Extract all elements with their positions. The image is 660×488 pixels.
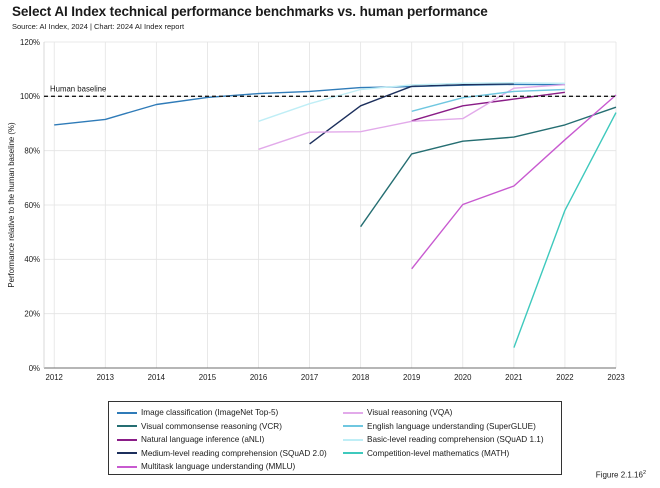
x-tick-label: 2013 [97, 373, 114, 382]
legend-item: Competition-level mathematics (MATH) [343, 447, 544, 461]
figure-label-sup: 2 [642, 470, 646, 477]
legend-swatch [117, 465, 137, 468]
series-line-6 [258, 84, 565, 150]
x-tick-label: 2017 [301, 373, 318, 382]
legend-swatch [343, 438, 363, 441]
y-tick-label: 0% [29, 364, 40, 373]
human-baseline-label: Human baseline [50, 84, 106, 93]
legend-swatch [117, 411, 137, 414]
legend-item: Basic-level reading comprehension (SQuAD… [343, 433, 544, 447]
legend-item: Multitask language understanding (MMLU) [117, 460, 327, 474]
y-tick-label: 40% [24, 255, 40, 264]
series-line-8 [258, 82, 565, 122]
chart-title: Select AI Index technical performance be… [12, 4, 488, 19]
legend-label: Basic-level reading comprehension (SQuAD… [367, 435, 544, 445]
legend-swatch [117, 425, 137, 428]
figure-label: Figure 2.1.162 [596, 470, 646, 480]
chart-source: Source: AI Index, 2024 | Chart: 2024 AI … [12, 22, 185, 31]
legend-item: Medium-level reading comprehension (SQuA… [117, 447, 327, 461]
x-tick-label: 2019 [403, 373, 420, 382]
legend-swatch [343, 411, 363, 414]
legend-swatch [117, 438, 137, 441]
figure-label-text: Figure 2.1.16 [595, 471, 643, 480]
legend-label: Competition-level mathematics (MATH) [367, 448, 510, 458]
series-line-4 [309, 83, 514, 145]
x-tick-label: 2023 [607, 373, 624, 382]
legend-label: Natural language inference (aNLI) [141, 435, 265, 445]
x-tick-label: 2020 [454, 373, 472, 382]
series-line-9 [513, 112, 617, 348]
series-layer [54, 82, 617, 348]
series-line-5 [411, 94, 617, 270]
legend-item: Visual reasoning (VQA) [343, 406, 544, 420]
legend-column-right: Visual reasoning (VQA) English language u… [343, 406, 544, 460]
legend-item: Visual commonsense reasoning (VCR) [117, 420, 327, 434]
legend-label: Visual reasoning (VQA) [367, 408, 453, 418]
axis-layer: 0% 20% 40% 60% 80% 100% 120% 2012 2013 2014 2015 20… [20, 38, 625, 382]
legend-item: Natural language inference (aNLI) [117, 433, 327, 447]
x-tick-label: 2012 [46, 373, 63, 382]
y-tick-label: 100% [20, 92, 40, 101]
legend-label: Visual commonsense reasoning (VCR) [141, 421, 282, 431]
series-line-7 [411, 88, 565, 112]
legend-item: English language understanding (SuperGLU… [343, 420, 544, 434]
y-axis-label: Performance relative to the human baseli… [7, 122, 16, 288]
legend: Image classification (ImageNet Top-5) Vis… [108, 401, 562, 475]
legend-label: Image classification (ImageNet Top-5) [141, 408, 279, 418]
legend-label: Medium-level reading comprehension (SQuA… [141, 448, 327, 458]
series-line-3 [411, 91, 565, 122]
y-tick-label: 20% [24, 309, 40, 318]
x-tick-label: 2015 [199, 373, 217, 382]
y-tick-label: 120% [20, 38, 40, 47]
y-tick-label: 60% [24, 201, 40, 210]
x-tick-label: 2014 [148, 373, 166, 382]
legend-label: Multitask language understanding (MMLU) [141, 462, 296, 472]
y-tick-label: 80% [24, 146, 40, 155]
x-tick-label: 2022 [556, 373, 573, 382]
legend-swatch [343, 425, 363, 428]
legend-item: Image classification (ImageNet Top-5) [117, 406, 327, 420]
legend-column-left: Image classification (ImageNet Top-5) Vis… [117, 406, 327, 474]
x-tick-label: 2018 [352, 373, 369, 382]
x-tick-label: 2016 [250, 373, 267, 382]
baseline-layer: Human baseline [44, 84, 616, 97]
legend-swatch [117, 452, 137, 455]
x-tick-label: 2021 [505, 373, 522, 382]
legend-swatch [343, 452, 363, 455]
legend-label: English language understanding (SuperGLU… [367, 421, 536, 431]
series-line-2 [360, 106, 617, 228]
chart-area: 0% 20% 40% 60% 80% 100% 120% 2012 2013 2014 2015 20… [7, 38, 625, 382]
